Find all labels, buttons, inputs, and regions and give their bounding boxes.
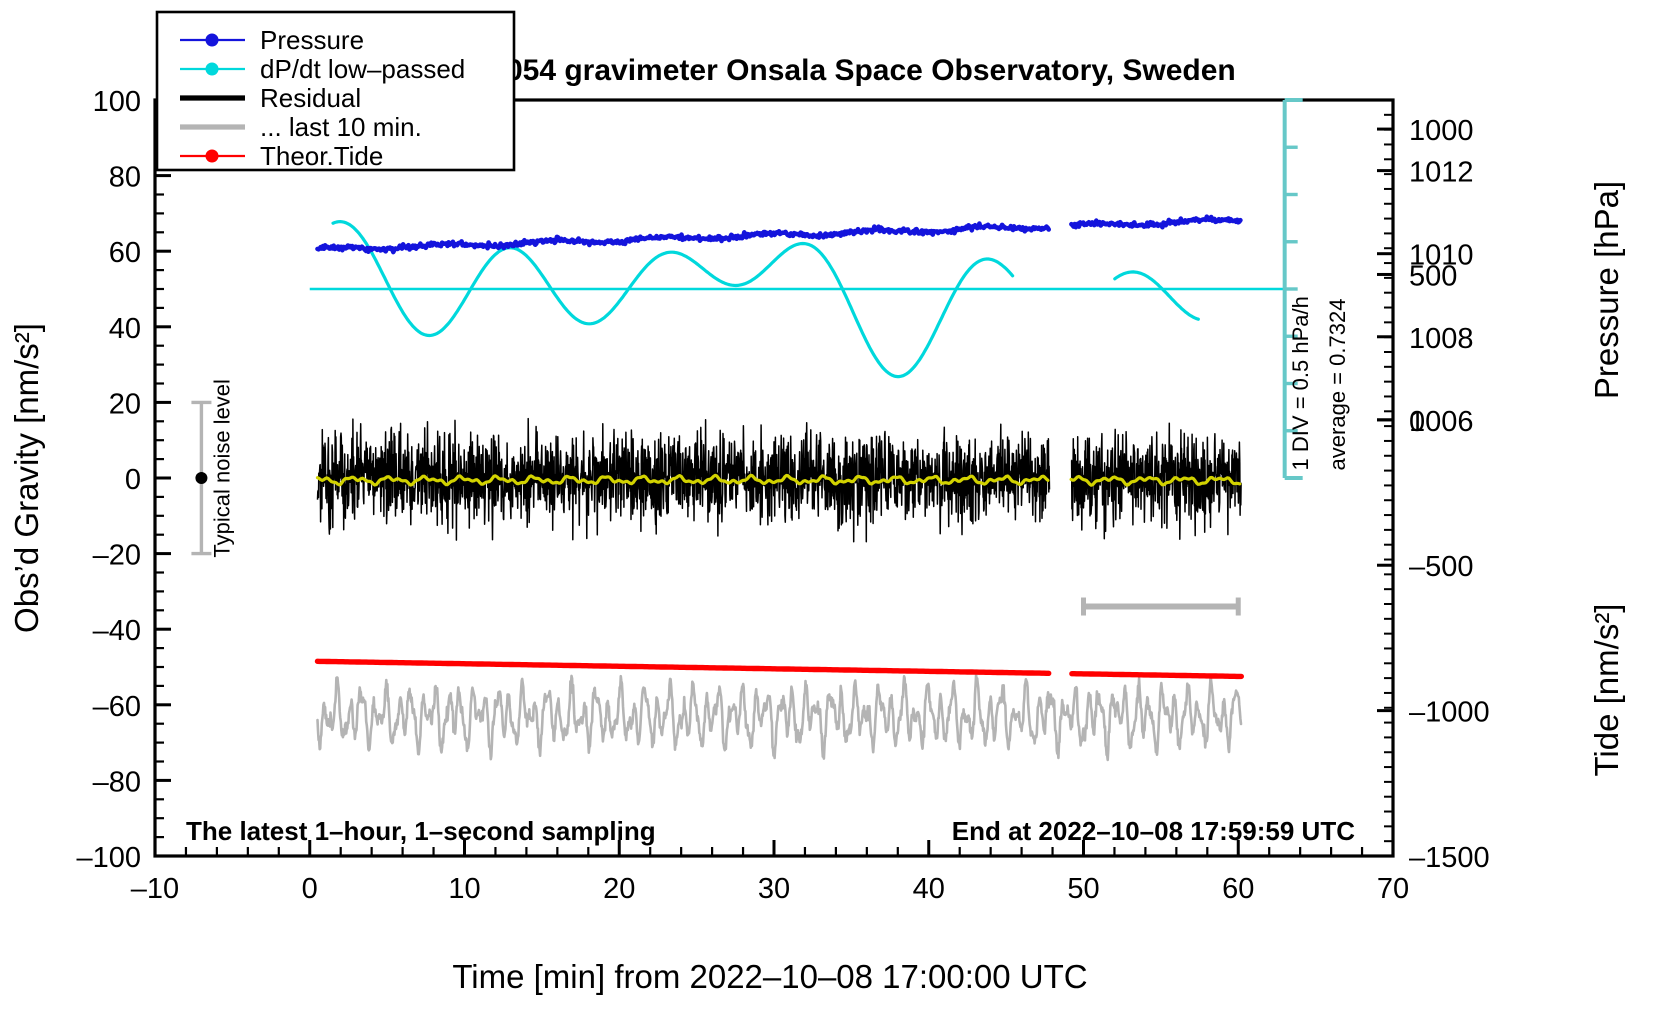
legend-label-3[interactable]: ... last 10 min. xyxy=(260,112,422,142)
axis-titles-group: SCG_054 gravimeter Onsala Space Observat… xyxy=(8,54,1625,995)
series-pressure xyxy=(1069,214,1243,230)
y-right-tide-tick-label: –1000 xyxy=(1409,697,1490,729)
x-tick-label: 60 xyxy=(1222,873,1254,905)
footer-left: The latest 1–hour, 1–second sampling xyxy=(186,816,656,846)
y-right-pressure-tick-label: 1008 xyxy=(1409,323,1474,355)
annotations-group: Typical noise level 1 DIV = 0.5 hPa/h aver… xyxy=(186,98,1355,846)
series-dpdt xyxy=(1113,270,1200,321)
x-tick-label: 10 xyxy=(448,873,480,905)
y-left-tick-label: 40 xyxy=(109,313,141,345)
plot-title: SCG_054 gravimeter Onsala Space Observat… xyxy=(424,54,1236,87)
x-tick-label: –10 xyxy=(131,873,179,905)
series-theor-tide xyxy=(1069,671,1244,680)
y-right-tide-tick-label: 1000 xyxy=(1409,115,1474,147)
y-right-pressure-tick-label: 1010 xyxy=(1409,240,1474,272)
legend-label-4[interactable]: Theor.Tide xyxy=(260,141,383,171)
series-residual xyxy=(316,417,1051,543)
y-axis-right-ticks: 1006 1008 1010 1012 –1500 –1000 –500 0 500 1000 xyxy=(1377,99,1490,874)
legend-marker-1 xyxy=(205,62,219,76)
y-right-pressure-tick-label: 1012 xyxy=(1409,157,1474,189)
series-residual-lowpass xyxy=(315,473,1050,487)
y-left-tick-label: –20 xyxy=(93,540,141,572)
legend-label-2[interactable]: Residual xyxy=(260,83,361,113)
x-tick-label: 70 xyxy=(1377,873,1409,905)
y-right-tide-tick-label: 0 xyxy=(1409,406,1425,438)
noise-level-centre-dot xyxy=(195,472,208,484)
y-left-tick-label: 60 xyxy=(109,237,141,269)
y-axis-left-ticks: –100 –80 –60 –40 –20 0 20 40 60 80 100 xyxy=(76,86,171,874)
y-left-tick-label: 100 xyxy=(93,86,141,118)
series-residual-lowpass xyxy=(1069,474,1242,487)
series-last10min xyxy=(316,673,1243,762)
y-right-tide-tick-label: –500 xyxy=(1409,551,1474,583)
legend-label-0[interactable]: Pressure xyxy=(260,25,364,55)
footer-right: End at 2022–10–08 17:59:59 UTC xyxy=(952,816,1355,846)
x-tick-label: 30 xyxy=(758,873,790,905)
noise-level-label: Typical noise level xyxy=(209,379,234,558)
y-axis-right-pressure-title: Pressure [hPa] xyxy=(1588,181,1625,399)
y-left-tick-label: 0 xyxy=(125,464,141,496)
x-axis-ticks: –10 0 10 20 30 40 50 60 70 xyxy=(131,840,1409,905)
y-left-tick-label: –100 xyxy=(76,842,141,874)
scale-label-average: average = 0.7324 xyxy=(1325,299,1350,471)
y-left-tick-label: –40 xyxy=(93,615,141,647)
legend-marker-0 xyxy=(205,33,219,47)
y-axis-left-title: Obs’d Gravity [nm/s²] xyxy=(8,323,45,633)
y-right-tide-tick-label: 500 xyxy=(1409,260,1457,292)
legend-marker-4 xyxy=(205,149,219,163)
x-axis-title: Time [min] from 2022–10–08 17:00:00 UTC xyxy=(452,958,1087,995)
x-tick-label: 40 xyxy=(913,873,945,905)
y-left-tick-label: –60 xyxy=(93,691,141,723)
series-pressure xyxy=(315,221,1051,255)
scale-label-div: 1 DIV = 0.5 hPa/h xyxy=(1288,296,1313,470)
x-tick-label: 0 xyxy=(302,873,318,905)
y-axis-right-tide-title: Tide [nm/s²] xyxy=(1588,604,1625,777)
series-dpdt xyxy=(331,220,1015,379)
y-left-tick-label: –80 xyxy=(93,766,141,798)
legend-label-1[interactable]: dP/dt low–passed xyxy=(260,54,465,84)
series-theor-tide xyxy=(314,658,1052,676)
y-left-tick-label: 20 xyxy=(109,388,141,420)
data-series-group xyxy=(309,214,1285,762)
y-right-tide-tick-label: –1500 xyxy=(1409,842,1490,874)
y-right-pressure-tick-label: 1006 xyxy=(1409,406,1474,438)
x-tick-label: 50 xyxy=(1067,873,1099,905)
x-tick-label: 20 xyxy=(603,873,635,905)
series-residual xyxy=(1070,422,1242,540)
y-left-tick-label: 80 xyxy=(109,162,141,194)
